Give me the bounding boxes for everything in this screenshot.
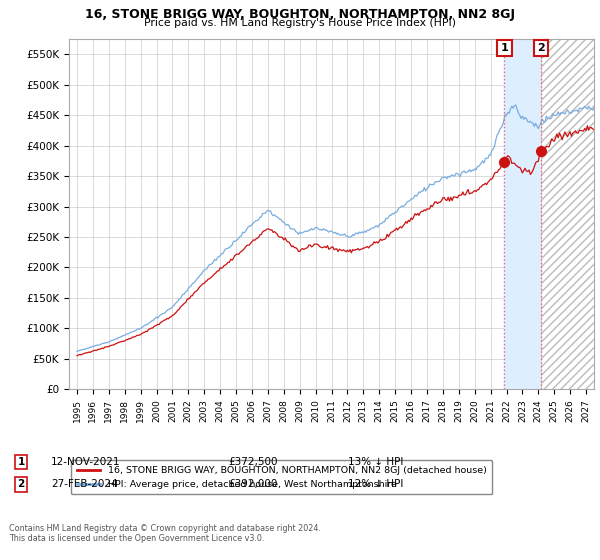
Text: Price paid vs. HM Land Registry's House Price Index (HPI): Price paid vs. HM Land Registry's House … (144, 18, 456, 29)
Text: 1: 1 (17, 457, 25, 467)
Text: 2: 2 (537, 43, 545, 53)
Bar (505, 39, 541, 389)
Legend: 16, STONE BRIGG WAY, BOUGHTON, NORTHAMPTON, NN2 8GJ (detached house), HPI: Avera: 16, STONE BRIGG WAY, BOUGHTON, NORTHAMPT… (71, 460, 493, 494)
Text: £372,500: £372,500 (228, 457, 277, 467)
Text: Contains HM Land Registry data © Crown copyright and database right 2024.
This d: Contains HM Land Registry data © Crown c… (9, 524, 321, 543)
Text: 12-NOV-2021: 12-NOV-2021 (51, 457, 121, 467)
Text: £392,000: £392,000 (228, 479, 277, 489)
Text: 13% ↓ HPI: 13% ↓ HPI (348, 457, 403, 467)
Text: 27-FEB-2024: 27-FEB-2024 (51, 479, 118, 489)
Bar (541, 39, 594, 389)
Text: 12% ↓ HPI: 12% ↓ HPI (348, 479, 403, 489)
Text: 16, STONE BRIGG WAY, BOUGHTON, NORTHAMPTON, NN2 8GJ: 16, STONE BRIGG WAY, BOUGHTON, NORTHAMPT… (85, 8, 515, 21)
Text: 1: 1 (500, 43, 508, 53)
Text: 2: 2 (17, 479, 25, 489)
Bar (541, 39, 594, 389)
